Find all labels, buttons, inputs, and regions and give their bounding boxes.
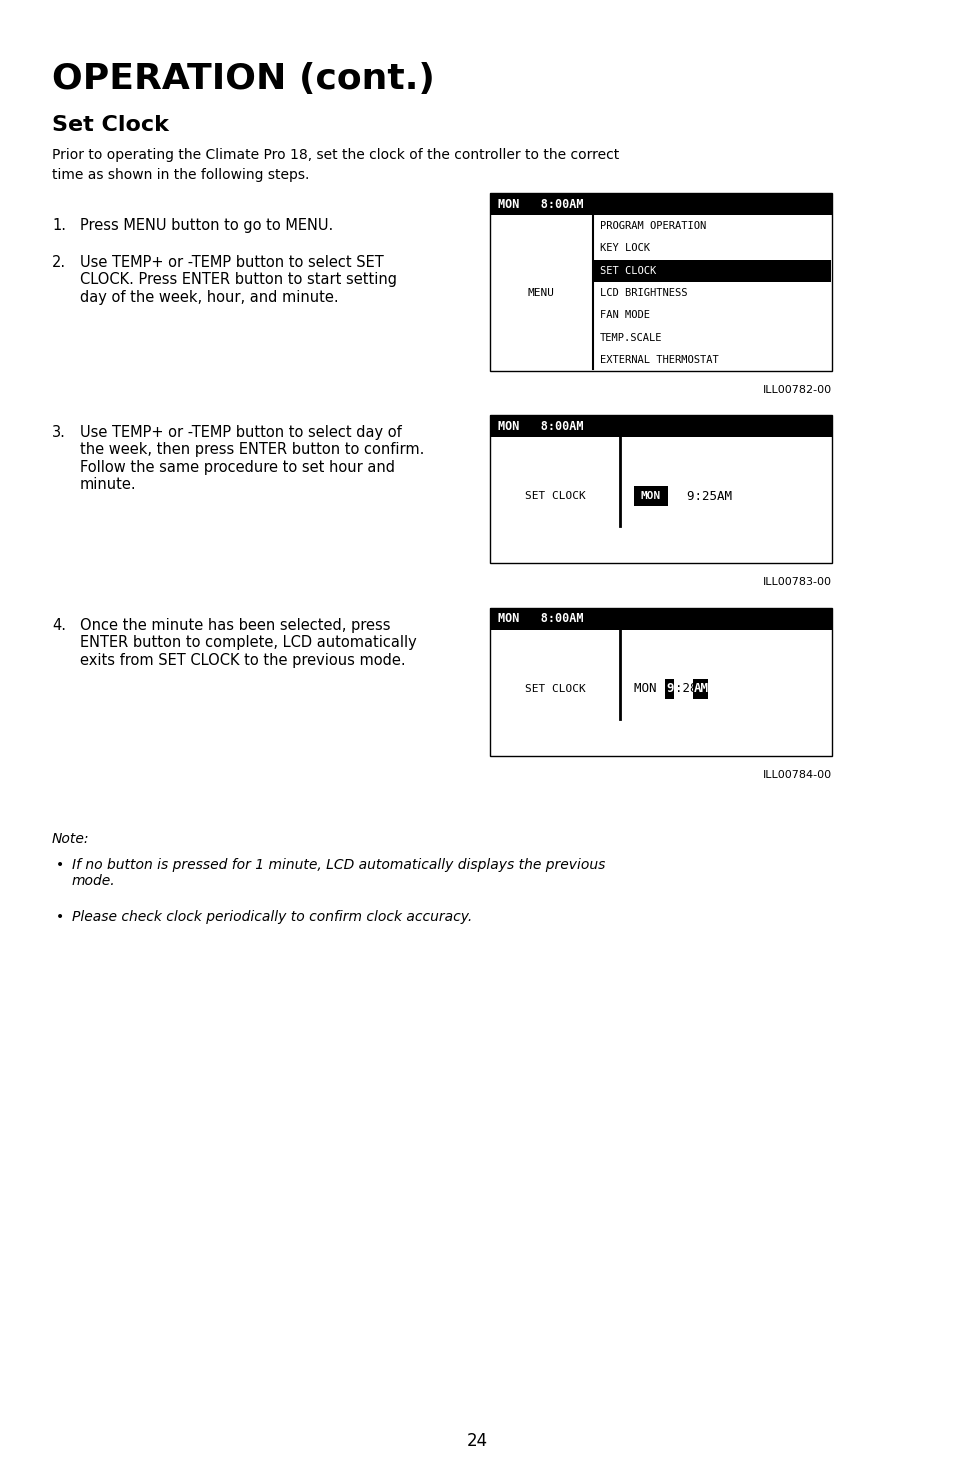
Text: MON   8:00AM: MON 8:00AM xyxy=(497,198,583,211)
Text: OPERATION (cont.): OPERATION (cont.) xyxy=(52,62,435,96)
Bar xyxy=(490,608,831,757)
Text: SET CLOCK: SET CLOCK xyxy=(524,491,585,502)
Text: 2.: 2. xyxy=(52,255,66,270)
Text: Prior to operating the Climate Pro 18, set the clock of the controller to the co: Prior to operating the Climate Pro 18, s… xyxy=(52,148,618,162)
Text: KEY LOCK: KEY LOCK xyxy=(599,243,649,254)
Text: SET CLOCK: SET CLOCK xyxy=(524,684,585,695)
Text: •: • xyxy=(56,858,64,872)
Text: •: • xyxy=(56,910,64,923)
Text: MON: MON xyxy=(640,491,660,502)
Text: time as shown in the following steps.: time as shown in the following steps. xyxy=(52,168,309,181)
Text: MON: MON xyxy=(634,683,671,696)
Text: MENU: MENU xyxy=(527,288,555,298)
Text: 4.: 4. xyxy=(52,618,66,633)
Bar xyxy=(490,414,831,563)
Text: Press MENU button to go to MENU.: Press MENU button to go to MENU. xyxy=(80,218,333,233)
Bar xyxy=(490,608,831,630)
Text: MON   8:00AM: MON 8:00AM xyxy=(497,612,583,625)
Bar xyxy=(490,193,831,372)
Text: 1.: 1. xyxy=(52,218,66,233)
Text: TEMP.SCALE: TEMP.SCALE xyxy=(599,332,661,342)
Text: Once the minute has been selected, press
ENTER button to complete, LCD automatic: Once the minute has been selected, press… xyxy=(80,618,416,668)
Text: 9: 9 xyxy=(665,683,673,696)
Text: Use TEMP+ or -TEMP button to select SET
CLOCK. Press ENTER button to start setti: Use TEMP+ or -TEMP button to select SET … xyxy=(80,255,396,305)
Bar xyxy=(490,193,831,215)
Text: LCD BRIGHTNESS: LCD BRIGHTNESS xyxy=(599,288,686,298)
Text: Note:: Note: xyxy=(52,832,90,847)
Text: SET CLOCK: SET CLOCK xyxy=(599,266,655,276)
Text: 3.: 3. xyxy=(52,425,66,440)
Bar xyxy=(693,678,708,699)
Text: 24: 24 xyxy=(466,1432,487,1450)
Text: :28: :28 xyxy=(675,683,697,696)
Text: ILL00784-00: ILL00784-00 xyxy=(762,770,831,780)
Text: Please check clock periodically to confirm clock accuracy.: Please check clock periodically to confi… xyxy=(71,910,472,923)
Text: 9:25AM: 9:25AM xyxy=(671,490,731,503)
Text: Set Clock: Set Clock xyxy=(52,115,169,136)
Text: AM: AM xyxy=(693,683,708,696)
Bar xyxy=(665,678,673,699)
Text: ILL00783-00: ILL00783-00 xyxy=(762,577,831,587)
Bar xyxy=(634,485,667,506)
Bar xyxy=(490,414,831,437)
Text: Use TEMP+ or -TEMP button to select day of
the week, then press ENTER button to : Use TEMP+ or -TEMP button to select day … xyxy=(80,425,424,493)
Text: MON   8:00AM: MON 8:00AM xyxy=(497,419,583,432)
Text: FAN MODE: FAN MODE xyxy=(599,310,649,320)
Text: PROGRAM OPERATION: PROGRAM OPERATION xyxy=(599,221,705,232)
Text: ILL00782-00: ILL00782-00 xyxy=(762,385,831,395)
Bar xyxy=(593,260,830,282)
Text: EXTERNAL THERMOSTAT: EXTERNAL THERMOSTAT xyxy=(599,355,718,364)
Text: If no button is pressed for 1 minute, LCD automatically displays the previous
mo: If no button is pressed for 1 minute, LC… xyxy=(71,858,605,888)
